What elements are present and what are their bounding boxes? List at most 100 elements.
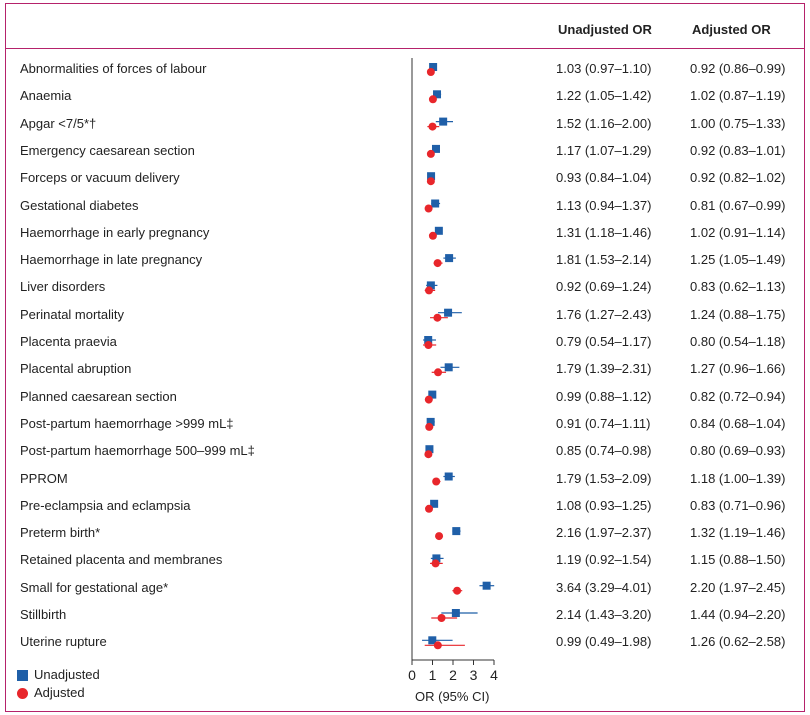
unadjusted-point <box>444 472 453 481</box>
unadjusted-or-cell: 1.79 (1.53–2.09) <box>556 470 652 486</box>
adjusted-or-cell: 0.80 (0.54–1.18) <box>690 334 786 349</box>
x-tick-label: 1 <box>429 667 437 683</box>
x-axis-title: OR (95% CI) <box>415 689 490 704</box>
x-tick-label: 0 <box>408 667 416 683</box>
adjusted-or-cell: 1.26 (0.62–2.58) <box>690 634 786 650</box>
adjusted-or-cell: 2.20 (1.97–2.45) <box>690 579 786 595</box>
adjusted-point <box>434 368 443 377</box>
row-label: Preterm birth* <box>20 525 101 541</box>
unadjusted-point <box>444 308 453 317</box>
legend-adjusted-label: Adjusted <box>34 685 85 700</box>
unadjusted-point <box>439 117 448 126</box>
row-label: Retained placenta and membranes <box>20 552 223 568</box>
unadjusted-or-cell: 0.93 (0.84–1.04) <box>556 170 652 186</box>
adjusted-or-cell: 1.44 (0.94–2.20) <box>690 607 786 622</box>
column-header-adjusted: Adjusted OR <box>692 22 771 37</box>
row-label: Placental abruption <box>20 361 132 377</box>
unadjusted-point <box>444 363 453 372</box>
unadjusted-point <box>426 281 435 290</box>
x-tick-label: 4 <box>490 667 498 683</box>
unadjusted-point <box>433 90 442 99</box>
row-label: Emergency caesarean section <box>20 142 195 158</box>
unadjusted-or-cell: 1.19 (0.92–1.54) <box>556 552 652 568</box>
adjusted-point <box>425 504 434 513</box>
row-label: Haemorrhage in late pregnancy <box>20 252 203 268</box>
row-label: Perinatal mortality <box>20 306 125 322</box>
adjusted-point <box>426 177 435 186</box>
unadjusted-or-cell: 1.76 (1.27–2.43) <box>556 306 652 322</box>
row-label: Forceps or vacuum delivery <box>20 170 180 186</box>
column-header-unadjusted: Unadjusted OR <box>558 22 652 37</box>
adjusted-point <box>426 149 435 158</box>
figure-frame: Unadjusted OR Adjusted OR <box>5 3 805 712</box>
row-label: Post-partum haemorrhage >999 mL‡ <box>20 415 234 431</box>
adjusted-or-cell: 1.00 (0.75–1.33) <box>690 115 786 131</box>
unadjusted-or-cell: 1.13 (0.94–1.37) <box>556 197 652 213</box>
unadjusted-or-cell: 1.81 (1.53–2.14) <box>556 252 652 268</box>
adjusted-point <box>424 341 433 349</box>
row-label: Gestational diabetes <box>20 197 139 213</box>
unadjusted-point <box>428 636 437 645</box>
adjusted-point <box>432 477 441 486</box>
unadjusted-or-cell: 1.22 (1.05–1.42) <box>556 88 652 104</box>
unadjusted-point <box>430 499 439 508</box>
adjusted-or-cell: 0.92 (0.82–1.02) <box>690 170 786 186</box>
unadjusted-or-cell: 3.64 (3.29–4.01) <box>556 579 652 595</box>
adjusted-point <box>435 532 444 541</box>
unadjusted-point <box>425 445 434 454</box>
adjusted-point <box>453 586 462 595</box>
adjusted-or-cell: 1.27 (0.96–1.66) <box>690 361 786 377</box>
unadjusted-point <box>432 554 441 563</box>
unadjusted-or-cell: 2.16 (1.97–2.37) <box>556 525 652 541</box>
unadjusted-or-cell: 1.03 (0.97–1.10) <box>556 61 652 76</box>
legend-unadjusted-marker <box>17 670 28 681</box>
x-tick-label: 2 <box>449 667 457 683</box>
unadjusted-point <box>451 609 460 617</box>
row-label: Stillbirth <box>20 607 67 622</box>
unadjusted-or-cell: 1.17 (1.07–1.29) <box>556 142 652 158</box>
table-header: Unadjusted OR Adjusted OR <box>6 4 804 49</box>
adjusted-or-cell: 1.02 (0.87–1.19) <box>690 88 786 104</box>
adjusted-or-cell: 0.84 (0.68–1.04) <box>690 415 786 431</box>
row-label: Haemorrhage in early pregnancy <box>20 224 210 240</box>
x-tick-label: 3 <box>470 667 478 683</box>
row-label: Uterine rupture <box>20 634 107 650</box>
adjusted-or-cell: 0.82 (0.72–0.94) <box>690 388 786 404</box>
row-label: Placenta praevia <box>20 334 117 349</box>
adjusted-point <box>424 450 433 459</box>
row-label: Small for gestational age* <box>20 579 169 595</box>
unadjusted-or-cell: 1.31 (1.18–1.46) <box>556 224 652 240</box>
unadjusted-point <box>431 144 440 153</box>
legend-unadjusted-label: Unadjusted <box>34 667 100 682</box>
unadjusted-point <box>428 390 437 399</box>
row-label: PPROM <box>20 470 68 486</box>
adjusted-point <box>424 395 433 404</box>
unadjusted-or-cell: 0.85 (0.74–0.98) <box>556 443 652 459</box>
unadjusted-point <box>429 63 438 71</box>
adjusted-point <box>437 614 446 622</box>
unadjusted-or-cell: 1.79 (1.39–2.31) <box>556 361 652 377</box>
unadjusted-or-cell: 0.99 (0.49–1.98) <box>556 634 652 650</box>
adjusted-or-cell: 1.24 (0.88–1.75) <box>690 306 786 322</box>
row-label: Planned caesarean section <box>20 388 177 404</box>
adjusted-point <box>428 95 437 104</box>
row-label: Liver disorders <box>20 279 106 295</box>
adjusted-or-cell: 0.81 (0.67–0.99) <box>690 197 786 213</box>
unadjusted-point <box>434 226 443 235</box>
adjusted-or-cell: 1.02 (0.91–1.14) <box>690 224 786 240</box>
unadjusted-or-cell: 1.52 (1.16–2.00) <box>556 115 652 131</box>
row-label: Post-partum haemorrhage 500–999 mL‡ <box>20 443 255 459</box>
adjusted-or-cell: 1.32 (1.19–1.46) <box>690 525 786 541</box>
row-label: Pre-eclampsia and eclampsia <box>20 497 191 513</box>
adjusted-or-cell: 0.92 (0.83–1.01) <box>690 142 786 158</box>
unadjusted-or-cell: 0.79 (0.54–1.17) <box>556 334 652 349</box>
adjusted-point <box>425 422 434 431</box>
adjusted-point <box>425 286 434 295</box>
adjusted-or-cell: 1.18 (1.00–1.39) <box>690 470 786 486</box>
adjusted-or-cell: 0.80 (0.69–0.93) <box>690 443 786 459</box>
unadjusted-point <box>431 199 440 208</box>
adjusted-point <box>433 313 442 322</box>
unadjusted-or-cell: 0.91 (0.74–1.11) <box>556 415 651 431</box>
unadjusted-point <box>482 581 491 590</box>
